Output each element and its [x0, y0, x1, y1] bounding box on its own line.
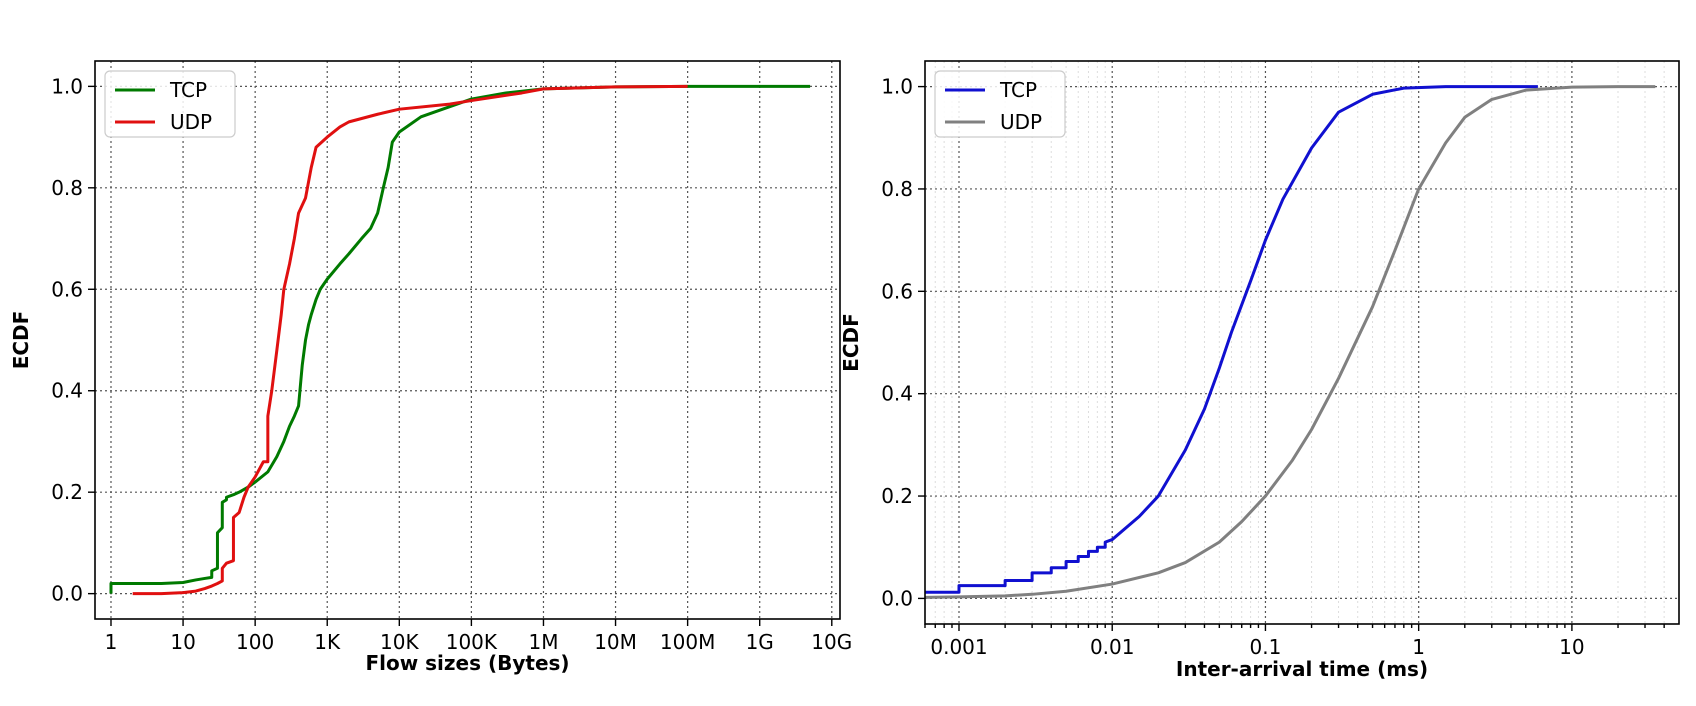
y-tick-label: 0.8: [881, 177, 913, 201]
chart-2: 0.001 0.01 0.1 1 10 0.0 0.2 0.4 0.6 0.8 1.0 Inter-a…: [839, 60, 1680, 681]
x-tick-label: 10K: [380, 630, 419, 654]
legend-label-tcp: TCP: [169, 78, 207, 102]
x-tick-label: 0.01: [1090, 635, 1135, 659]
legend-label-udp: UDP: [1000, 110, 1042, 134]
series-line-tcp: [925, 85, 1538, 594]
y-tick-label: 0.0: [881, 586, 913, 610]
y-tick-label: 0.6: [51, 277, 83, 301]
y-tick-label: 0.2: [51, 480, 83, 504]
x-tick-label: 10: [1559, 635, 1584, 659]
major-grid: 0.001 0.01 0.1 1 10 0.0 0.2 0.4 0.6 0.8 1.0: [881, 61, 1679, 659]
y-axis-label: ECDF: [839, 313, 863, 372]
x-axis-label: Inter-arrival time (ms): [1176, 657, 1428, 681]
y-tick-label: 1.0: [51, 74, 83, 98]
legend: TCP UDP: [104, 70, 236, 138]
x-tick-label: 10M: [594, 630, 637, 654]
x-tick-label: 1K: [314, 630, 341, 654]
legend-label-udp: UDP: [170, 110, 212, 134]
y-tick-label: 0.4: [881, 382, 913, 406]
x-tick-label: 1: [105, 630, 118, 654]
minor-grid: [924, 61, 1665, 628]
x-tick-label: 100K: [446, 630, 498, 654]
series-group: [925, 85, 1656, 599]
x-tick-label: 100: [236, 630, 274, 654]
y-axis-label: ECDF: [9, 311, 33, 370]
x-tick-label: 0.1: [1250, 635, 1282, 659]
y-tick-label: 0.8: [51, 176, 83, 200]
major-grid: 1 10 100 1K 10K 100K 1M 10M 100M 1G 10G 0.0 0.2 0.4 0.…: [51, 61, 852, 654]
y-tick-label: 0.4: [51, 379, 83, 403]
x-tick-label: 10: [170, 630, 195, 654]
series-line-udp: [132, 84, 688, 596]
y-tick-label: 1.0: [881, 75, 913, 99]
series-line-udp: [925, 85, 1656, 599]
legend: TCP UDP: [934, 70, 1066, 138]
plot-frame: [924, 60, 1680, 625]
x-tick-label: 0.001: [930, 635, 987, 659]
y-tick-label: 0.6: [881, 279, 913, 303]
y-tick-label: 0.0: [51, 582, 83, 606]
chart-1: 1 10 100 1K 10K 100K 1M 10M 100M 1G 10G 0.0 0.2 0.4 0.…: [9, 60, 852, 675]
x-axis-label: Flow sizes (Bytes): [365, 651, 569, 675]
series-group: [109, 84, 811, 596]
x-tick-label: 1M: [528, 630, 558, 654]
series-line-tcp: [109, 84, 811, 594]
y-tick-label: 0.2: [881, 484, 913, 508]
plot-frame: [94, 60, 841, 620]
x-tick-label: 100M: [660, 630, 715, 654]
x-tick-label: 10G: [811, 630, 852, 654]
x-tick-label: 1G: [746, 630, 774, 654]
legend-label-tcp: TCP: [999, 78, 1037, 102]
x-tick-label: 1: [1412, 635, 1425, 659]
